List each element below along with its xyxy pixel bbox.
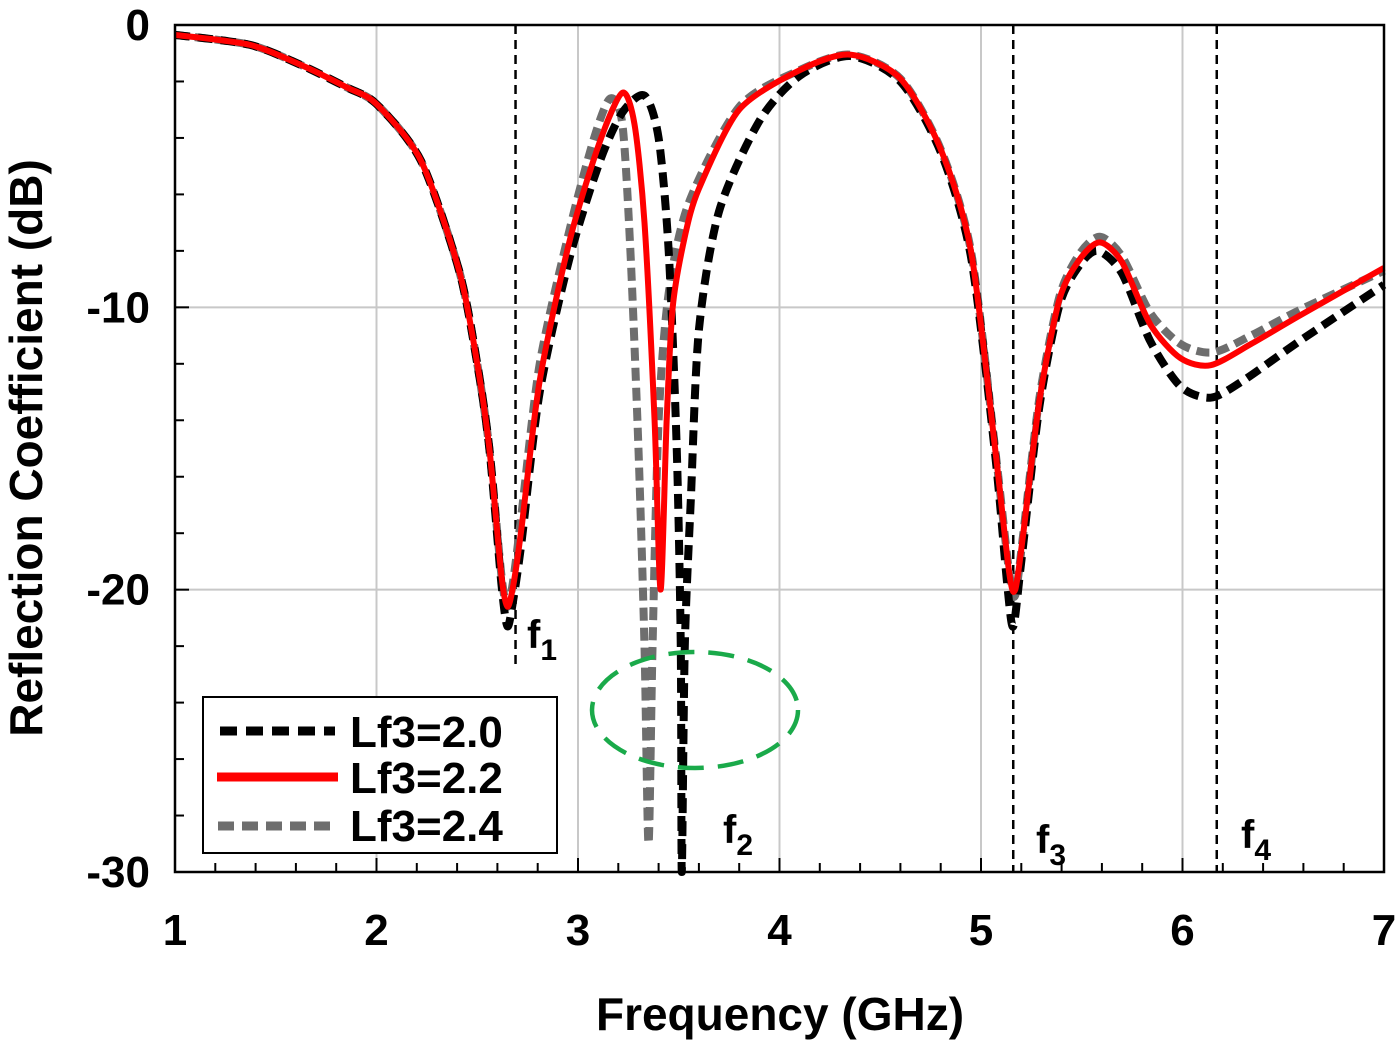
x-tick-label: 2 <box>364 906 388 955</box>
marker-label-f2: f2 <box>723 808 753 862</box>
tick-labels: 1 2 3 4 5 6 7 0 -10 -20 -30 <box>86 1 1396 955</box>
marker-labels: f1 f2 f3 f4 <box>527 613 1271 872</box>
y-tick-label: -10 <box>86 283 150 332</box>
x-tick-label: 3 <box>566 906 590 955</box>
marker-label-f3: f3 <box>1036 818 1066 872</box>
x-tick-label: 7 <box>1372 906 1396 955</box>
legend-label-lf3-2-0: Lf3=2.0 <box>350 708 503 757</box>
marker-label-f4: f4 <box>1241 813 1271 867</box>
y-axis-label: Reflection Coefficient (dB) <box>0 159 52 737</box>
marker-label-f1: f1 <box>527 613 557 667</box>
frequency-markers <box>514 25 1219 872</box>
x-tick-label: 5 <box>969 906 993 955</box>
x-tick-label: 1 <box>163 906 187 955</box>
highlight-ellipse <box>589 649 801 771</box>
y-tick-label: 0 <box>126 1 150 50</box>
legend-label-lf3-2-4: Lf3=2.4 <box>350 802 503 851</box>
series-lines <box>174 30 1387 876</box>
grid <box>175 25 1384 872</box>
y-tick-label: -20 <box>86 566 150 615</box>
legend: Lf3=2.0 Lf3=2.2 Lf3=2.4 <box>202 696 558 854</box>
x-tick-label: 6 <box>1170 906 1194 955</box>
plot-frame <box>173 23 1386 874</box>
series-line-lf3-2-2 <box>174 31 1386 610</box>
x-axis-label: Frequency (GHz) <box>596 988 964 1040</box>
x-tick-label: 4 <box>767 906 792 955</box>
y-tick-label: -30 <box>86 848 150 897</box>
legend-label-lf3-2-2: Lf3=2.2 <box>350 754 503 803</box>
